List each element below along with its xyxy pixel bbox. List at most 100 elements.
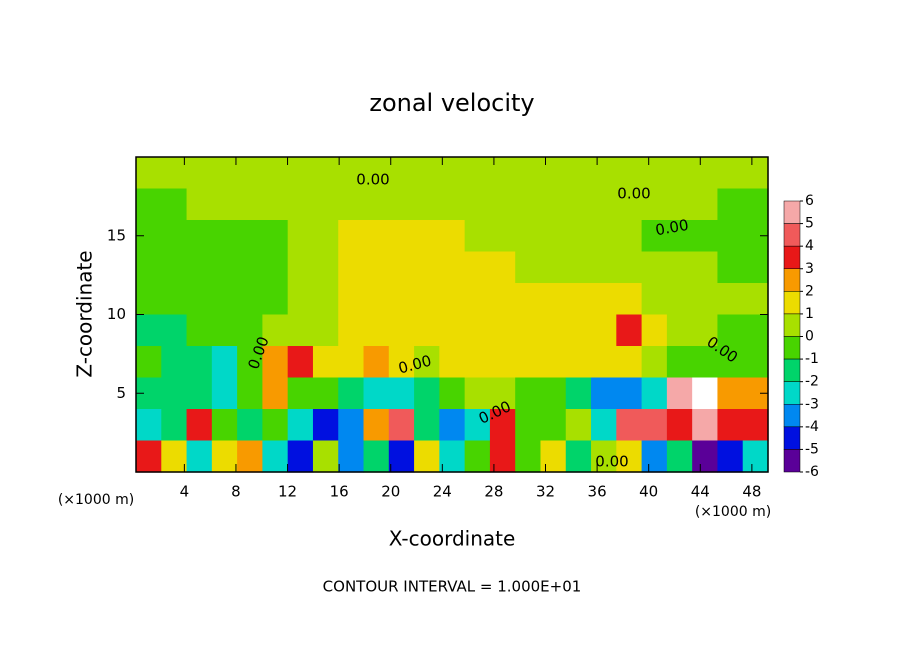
heat-cell (641, 251, 668, 284)
colorbar-tick-label: -5 (805, 441, 819, 457)
heat-cell (363, 220, 390, 253)
heat-cell (540, 377, 567, 410)
heat-cell (363, 157, 390, 190)
heat-cell (136, 251, 162, 284)
heat-cell (186, 157, 213, 190)
heat-cell (312, 188, 339, 221)
heat-cell (742, 283, 769, 316)
contour-label: 0.00 (654, 216, 690, 240)
heat-cell (591, 409, 617, 442)
heat-cell (439, 346, 466, 379)
heat-cell (616, 157, 643, 190)
heat-cell (312, 346, 339, 379)
heat-cell (717, 188, 744, 221)
heat-cell (363, 283, 390, 316)
heat-cell (666, 283, 693, 316)
heat-cell (641, 314, 668, 347)
heat-cell (515, 314, 542, 347)
heat-cell (464, 314, 491, 347)
heat-cell (666, 440, 693, 473)
heat-cell (742, 440, 769, 473)
heat-cell (338, 346, 365, 379)
heat-cell (692, 283, 719, 316)
colorbar-swatch (783, 268, 801, 292)
heat-cell (186, 283, 213, 316)
heat-cell (363, 314, 390, 347)
heat-cell (464, 157, 491, 190)
colorbar-swatch (783, 426, 801, 450)
heat-cell (717, 377, 744, 410)
heat-cell (388, 220, 415, 253)
heat-cell (237, 377, 263, 410)
heat-cell (186, 220, 213, 253)
colorbar-tick-label: -6 (805, 464, 819, 480)
heat-cell (717, 440, 744, 473)
heat-cell (616, 409, 643, 442)
heat-cell (161, 157, 188, 190)
heat-cell (186, 188, 213, 221)
colorbar-tick-label: 0 (805, 329, 814, 345)
x-unit-label: (×1000 m) (58, 492, 134, 508)
heat-cell (439, 409, 466, 442)
heat-cell (540, 188, 567, 221)
heat-cell (565, 251, 592, 284)
heat-cell (287, 283, 314, 316)
x-unit-label: (×1000 m) (695, 504, 771, 520)
heat-cell (616, 220, 643, 253)
heat-cell (591, 377, 617, 410)
heat-cell (338, 283, 365, 316)
heat-cell (742, 314, 769, 347)
heat-cell (161, 440, 188, 473)
colorbar-swatch (783, 404, 801, 428)
heat-cell (616, 251, 643, 284)
heat-cell (666, 188, 693, 221)
heat-cell (742, 157, 769, 190)
heat-cell (591, 283, 617, 316)
colorbar-tick-label: 6 (805, 193, 814, 209)
heat-cell (666, 251, 693, 284)
heat-cell (161, 188, 188, 221)
heat-cell (136, 283, 162, 316)
x-tick-label: 44 (691, 483, 710, 501)
heat-cell (287, 157, 314, 190)
x-tick-label: 4 (180, 483, 190, 501)
x-tick-label: 12 (278, 483, 297, 501)
heat-cell (237, 283, 263, 316)
heat-cell (666, 377, 693, 410)
heat-cell (515, 283, 542, 316)
heat-cell (540, 409, 567, 442)
colorbar-swatch (783, 313, 801, 337)
heat-cell (287, 314, 314, 347)
heat-cell (515, 188, 542, 221)
heat-cell (464, 251, 491, 284)
heat-cell (363, 188, 390, 221)
heat-cell (616, 283, 643, 316)
heat-cell (414, 346, 440, 379)
heat-cell (540, 251, 567, 284)
heat-cell (591, 251, 617, 284)
heat-cell (388, 377, 415, 410)
heat-cell (186, 409, 213, 442)
heat-cell (489, 251, 516, 284)
heat-cell (237, 188, 263, 221)
heat-cell (439, 377, 466, 410)
heat-cell (641, 346, 668, 379)
x-tick-label: 32 (536, 483, 555, 501)
heat-cell (161, 220, 188, 253)
heat-cell (186, 440, 213, 473)
heat-cell (489, 283, 516, 316)
heat-cell (565, 157, 592, 190)
contour-label: 0.00 (595, 453, 628, 471)
x-tick-label: 28 (484, 483, 503, 501)
heat-cell (388, 157, 415, 190)
heat-cell (540, 440, 567, 473)
heat-cell (540, 346, 567, 379)
heat-cell (161, 314, 188, 347)
heat-cell (312, 220, 339, 253)
heat-cell (565, 346, 592, 379)
heat-cell (363, 377, 390, 410)
heat-cell (616, 188, 643, 221)
heat-cell (161, 377, 188, 410)
heat-cell (237, 251, 263, 284)
colorbar-tick-label: 1 (805, 306, 814, 322)
